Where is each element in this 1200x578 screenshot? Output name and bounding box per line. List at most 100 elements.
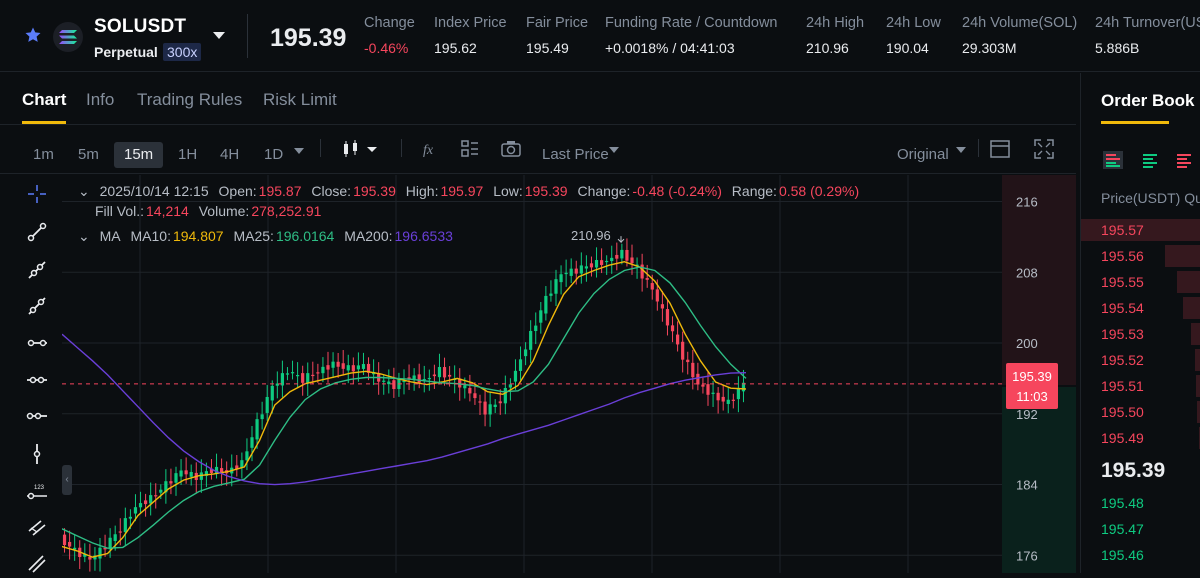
price-column-header: Price(USDT) Qu [1101,190,1200,206]
candle-body [620,249,624,259]
interval-1d[interactable]: 1D [264,146,284,163]
candle-body [123,518,127,533]
bid-row[interactable]: 195.48 [1081,491,1200,515]
trendline-tool-icon[interactable] [26,221,48,243]
symbol-dropdown-icon[interactable] [213,32,225,39]
horizontal-line-tool-icon[interactable] [26,369,48,391]
candle-body [518,359,523,371]
screenshot-camera-icon[interactable] [501,140,521,158]
candle-body [686,359,690,363]
candle-body [316,372,320,374]
chevron-down-icon[interactable]: ⌄ [78,228,90,244]
order-price: 195.53 [1101,326,1144,342]
candle-body [731,399,735,401]
candle-body [589,263,594,268]
ask-row[interactable]: 195.56 [1081,244,1200,268]
interval-15m[interactable]: 15m [114,142,164,168]
favorite-star-icon[interactable] [24,26,42,44]
interval-5m[interactable]: 5m [78,146,99,163]
panel-layout-icon[interactable] [990,139,1010,159]
change-value: -0.48 (-0.24%) [632,183,722,199]
symbol-name[interactable]: SOLUSDT [94,16,187,37]
view-mode-dropdown-icon[interactable] [956,146,966,154]
price-type-select[interactable]: Last Price [542,146,609,163]
ask-row[interactable]: 195.50 [1081,400,1200,424]
horizontal-ray-tool-icon[interactable] [26,332,48,354]
candle-body [341,363,345,369]
both-sides-view-icon[interactable] [1103,151,1123,169]
candle-body [534,325,538,332]
ma10-label: MA10: [130,228,171,244]
candle-body [635,264,639,267]
last-price: 195.39 [270,24,347,52]
candle-body [579,265,583,274]
collapse-toolbar-button[interactable]: ‹ [62,465,72,495]
tab-chart[interactable]: Chart [22,90,67,109]
bids-only-view-icon[interactable] [1141,151,1159,169]
legend-datetime: 2025/10/14 12:15 [99,183,209,199]
layout-icon[interactable] [461,140,479,158]
vertical-line-tool-icon[interactable] [26,443,48,465]
range-label: Range: [731,183,777,199]
view-mode-select[interactable]: Original [897,146,949,163]
candlestick-type-icon[interactable] [341,139,379,159]
depth-bar [1081,219,1200,241]
stat-24h-turnover-usdt: 24h Turnover(USDT) 5.886B [1095,15,1200,56]
candle-body [209,468,214,473]
active-tab-indicator [1101,121,1169,124]
asks-only-view-icon[interactable] [1175,151,1193,169]
pitchfork-tool-icon[interactable] [26,553,48,575]
ask-row[interactable]: 195.57 [1081,218,1200,242]
fullscreen-icon[interactable] [1034,139,1054,159]
stat-value: 195.49 [526,40,569,56]
candle-body [630,257,634,264]
candle-body [432,374,436,377]
ma25-value: 196.0164 [275,228,335,244]
candle-body [260,414,264,420]
candle-body [265,396,269,413]
tab-trading-rules[interactable]: Trading Rules [137,90,243,109]
parallel-channel-tool-icon[interactable] [26,517,48,539]
candle-body [625,249,629,261]
ask-row[interactable]: 195.52 [1081,348,1200,372]
chevron-down-icon[interactable]: ⌄ [78,183,90,199]
interval-4h[interactable]: 4H [220,146,240,163]
interval-more-icon[interactable] [294,147,304,155]
depth-bar [1165,245,1200,267]
price-range-tool-icon[interactable]: 123 [26,480,48,502]
extended-line-tool-icon[interactable] [26,295,48,317]
price-chart[interactable]: 216 208 200 192 184 176 210.96 [61,175,1076,573]
candle-body [103,547,107,550]
candle-body [670,325,675,332]
candle-body [382,380,386,382]
chart-canvas[interactable]: 216 208 200 192 184 176 210.96 [61,175,1076,573]
tab-risk-limit[interactable]: Risk Limit [263,90,337,109]
order-book-title[interactable]: Order Book [1101,91,1195,110]
bid-row[interactable]: 195.47 [1081,517,1200,541]
horizontal-segment-tool-icon[interactable] [26,405,48,427]
price-type-dropdown-icon[interactable] [609,146,619,154]
depth-bar [1191,323,1200,345]
candle-body [427,377,431,380]
bid-row[interactable]: 195.46 [1081,543,1200,567]
depth-bar [1195,349,1200,371]
tab-info[interactable]: Info [86,90,115,109]
candle-body [665,309,670,326]
candle-body [366,363,371,373]
crosshair-tool-icon[interactable] [26,183,48,205]
indicator-fx-icon[interactable]: fx [421,139,441,159]
candle-body [554,279,558,294]
stat-label: 24h Low [886,15,941,31]
ray-tool-icon[interactable] [26,259,48,281]
interval-1h[interactable]: 1H [178,146,198,163]
interval-1m[interactable]: 1m [33,146,54,163]
candle-body [508,384,512,388]
ask-row[interactable]: 195.51 [1081,374,1200,398]
ask-row[interactable]: 195.55 [1081,270,1200,294]
candle-body [600,260,604,265]
divider [247,14,248,58]
ask-row[interactable]: 195.54 [1081,296,1200,320]
ask-row[interactable]: 195.53 [1081,322,1200,346]
ask-row[interactable]: 195.49 [1081,426,1200,450]
candle-body [133,507,138,514]
